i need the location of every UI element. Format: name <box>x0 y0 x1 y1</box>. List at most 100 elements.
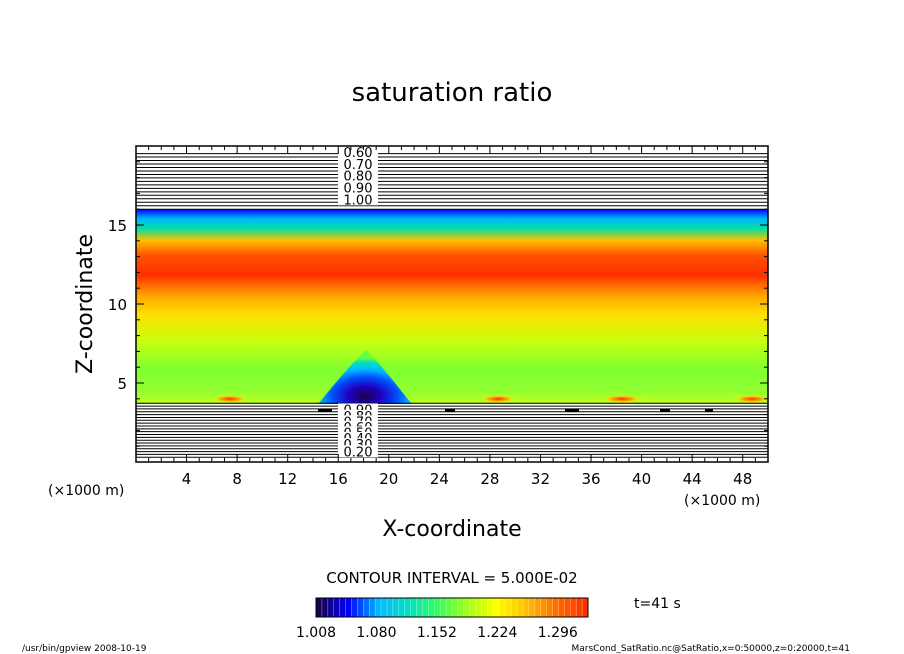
x-unit-left: (×1000 m) <box>48 483 124 499</box>
colorbar-cell <box>434 598 441 617</box>
contour-cluster <box>318 409 332 413</box>
colorbar-cell <box>457 598 465 617</box>
colorbar-tick-label: 1.152 <box>417 625 457 641</box>
colorbar-cell <box>345 598 352 617</box>
colorbar-cell <box>386 598 394 617</box>
x-tick-label: 40 <box>632 470 651 488</box>
colorbar-cell <box>469 598 477 617</box>
x-axis-ticks: 4 8 12 16 20 24 28 32 36 40 44 48 <box>148 146 756 488</box>
colorbar-cell <box>540 598 548 617</box>
contour-label-bg <box>338 169 378 182</box>
colorbar-cell <box>534 598 542 617</box>
time-label: t=41 s <box>634 596 681 612</box>
chart-title: saturation ratio <box>352 78 553 108</box>
colorbar-frame <box>315 597 589 618</box>
colorbar-cell <box>481 598 488 617</box>
colorbar-cell <box>369 598 376 617</box>
colorbar-cell <box>375 598 382 617</box>
colorbar-cell <box>576 598 583 617</box>
updraft-plume <box>318 350 412 404</box>
colorbar-cell <box>528 598 536 617</box>
colorbar-cell <box>363 598 370 617</box>
contour-label-bg <box>338 193 378 206</box>
upper-contour-labels: 0.600.700.800.901.00 <box>338 145 378 208</box>
colorbar-cell <box>392 598 400 617</box>
x-tick-label: 24 <box>430 470 449 488</box>
colorbar-cell <box>463 598 471 617</box>
y-axis-label: Z-coordinate <box>73 234 98 374</box>
x-tick-label: 32 <box>531 470 550 488</box>
colorbar-cell <box>339 598 347 617</box>
colorbar-cell <box>357 598 364 617</box>
x-tick-label: 4 <box>182 470 192 488</box>
colorbar-tick-label: 1.296 <box>538 625 578 641</box>
warm-blob <box>212 395 248 403</box>
y-axis-ticks: 5 10 15 <box>108 161 768 447</box>
plot-area: 0.600.700.800.901.00 0.900.800.700.600.5… <box>135 145 770 463</box>
colorbar-cell <box>440 598 447 617</box>
footer-right: MarsCond_SatRatio.nc@SatRatio,x=0:50000,… <box>572 644 850 654</box>
contour-label: 1.00 <box>344 193 373 208</box>
colorbar-cell <box>446 598 453 617</box>
colorbar-cell <box>564 598 571 617</box>
saturation-field <box>136 209 768 404</box>
y-tick-label: 5 <box>117 375 127 393</box>
contour-cluster <box>445 409 455 413</box>
colorbar <box>315 598 589 617</box>
contour-label: 0.80 <box>344 170 373 185</box>
colorbar-cell <box>558 598 565 617</box>
x-tick-label: 20 <box>379 470 398 488</box>
colorbar-cell <box>327 598 335 617</box>
colorbar-cell <box>487 598 494 617</box>
x-tick-label: 8 <box>232 470 242 488</box>
colorbar-tick-label: 1.224 <box>477 625 517 641</box>
x-tick-label: 16 <box>329 470 348 488</box>
contour-label: 0.20 <box>344 445 373 460</box>
contour-cluster <box>705 409 713 413</box>
colorbar-cell <box>517 598 524 617</box>
colorbar-cell <box>522 598 530 617</box>
colorbar-cell <box>493 598 500 617</box>
colorbar-cell <box>511 598 518 617</box>
x-tick-label: 48 <box>733 470 752 488</box>
contour-cluster <box>660 409 670 413</box>
x-axis-label: X-coordinate <box>382 517 521 542</box>
x-tick-label: 28 <box>480 470 499 488</box>
colorbar-cell <box>381 598 388 617</box>
y-tick-label: 10 <box>108 296 127 314</box>
colorbar-tick-label: 1.080 <box>356 625 396 641</box>
colorbar-ticks: 1.008 1.080 1.152 1.224 1.296 <box>296 625 578 641</box>
colorbar-cell <box>422 598 429 617</box>
colorbar-cell <box>475 598 483 617</box>
contour-label-bg <box>338 145 378 158</box>
warm-blob <box>602 395 642 403</box>
colorbar-cell <box>428 598 435 617</box>
x-tick-label: 44 <box>683 470 702 488</box>
colorbar-cell <box>582 598 589 617</box>
colorbar-cell <box>333 598 341 617</box>
colorbar-cell <box>416 598 423 617</box>
colorbar-cell <box>505 598 512 617</box>
colorbar-cell <box>404 598 412 617</box>
lower-contour-labels: 0.900.800.700.600.500.400.300.20 <box>338 403 378 460</box>
x-unit-right: (×1000 m) <box>684 493 760 509</box>
contour-label-bg <box>338 181 378 194</box>
colorbar-tick-label: 1.008 <box>296 625 336 641</box>
warm-blob <box>480 395 516 403</box>
contour-interval-label: CONTOUR INTERVAL = 5.000E-02 <box>326 569 577 587</box>
contour-label: 0.70 <box>344 158 373 173</box>
colorbar-cell <box>398 598 406 617</box>
x-tick-label: 12 <box>278 470 297 488</box>
colorbar-cell <box>552 598 559 617</box>
contour-label: 0.90 <box>344 181 373 196</box>
colorbar-cell <box>321 598 329 617</box>
colorbar-cell <box>410 598 418 617</box>
contour-cluster <box>565 409 579 413</box>
warm-blob <box>734 395 770 403</box>
y-tick-label: 15 <box>108 217 127 235</box>
colorbar-cell <box>316 598 323 617</box>
colorbar-cell <box>546 598 554 617</box>
upper-contour-lines <box>136 153 768 210</box>
colorbar-cell <box>570 598 577 617</box>
